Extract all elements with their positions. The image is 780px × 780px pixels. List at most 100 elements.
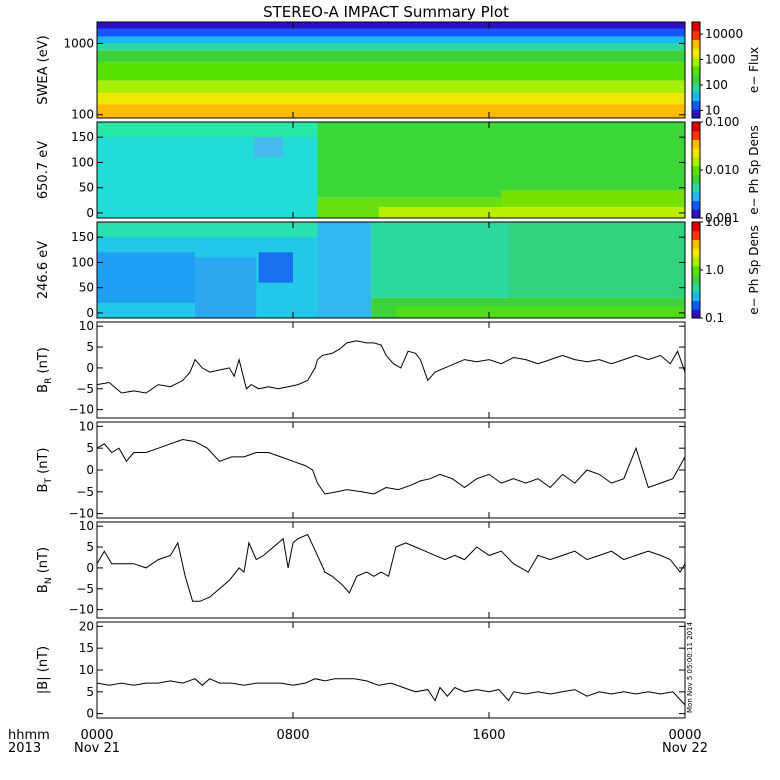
colorbar-tick-label: 10.0 <box>705 215 732 229</box>
colorbar-swatch <box>692 30 700 40</box>
heatmap-band-5 <box>97 50 685 62</box>
y-tick-label: 100 <box>71 108 94 122</box>
colorbar-swatch <box>692 65 700 75</box>
y-tick-label: 0 <box>86 361 94 375</box>
colorbar-swatch <box>692 174 700 184</box>
colorbar-label: e− Ph Sp Dens <box>747 225 761 314</box>
plot-frame <box>96 521 686 619</box>
heatmap-cell-5 <box>97 222 318 238</box>
colorbar-swatch <box>692 191 700 202</box>
plot-frame <box>96 321 686 419</box>
colorbar-tick-label: 1.0 <box>705 263 724 277</box>
colorbar-tick-label: 100 <box>705 78 728 92</box>
series-line <box>96 340 686 394</box>
colorbar-swatch <box>692 39 700 49</box>
y-tick-label: −10 <box>69 507 94 521</box>
figure-title: STEREO-A IMPACT Summary Plot <box>263 3 509 21</box>
colorbar-swatch <box>692 156 700 167</box>
colorbar-swatch <box>692 100 700 110</box>
y-tick-label: −5 <box>76 382 94 396</box>
heatmap-band-4 <box>97 43 685 51</box>
plot-frame <box>96 121 686 219</box>
y-axis-label: BR (nT) <box>36 347 54 393</box>
y-tick-label: −5 <box>76 582 94 596</box>
y-tick-label: 10 <box>79 663 94 677</box>
colorbar-tick-label: 0.010 <box>705 163 739 177</box>
colorbar-swatch <box>692 165 700 175</box>
y-tick-label: 5 <box>86 340 94 354</box>
heatmap-band-3 <box>97 36 685 44</box>
y-tick-label: 10 <box>79 419 94 433</box>
y-axis-label: 246.6 eV <box>36 241 51 299</box>
colorbar-swatch <box>692 291 700 302</box>
panel-2: 0.001 0.010 0.100 e− Ph Sp Dens 0 50 100 150 650… <box>36 115 761 225</box>
series-line <box>96 438 686 495</box>
y-tick-label: 5 <box>86 441 94 455</box>
y-axis-label: BN (nT) <box>36 547 54 593</box>
colorbar-frame <box>691 21 701 119</box>
panel-4: −10 −5 0 5 10 BR (nT) <box>36 319 686 419</box>
colorbar-tick-label: 0.100 <box>705 115 739 129</box>
colorbar-swatch <box>692 265 700 275</box>
series-line <box>96 533 686 602</box>
colorbar-swatch <box>692 74 700 84</box>
colorbar-2: 0.001 0.010 0.100 e− Ph Sp Dens <box>691 115 761 225</box>
heatmap-cell-3 <box>97 122 318 138</box>
panel-5: −10 −5 0 5 10 BT (nT) <box>36 419 686 521</box>
plot-frame <box>96 21 686 119</box>
y-axis-label: |B| (nT) <box>36 646 51 694</box>
x-caption-year: 2013 <box>8 741 41 756</box>
colorbar-swatch <box>692 148 700 158</box>
y-tick-label: 0 <box>86 463 94 477</box>
y-tick-label: 100 <box>71 155 94 169</box>
y-tick-label: 15 <box>79 641 94 655</box>
heatmap-band-7 <box>97 80 685 94</box>
colorbar-tick-label: 10 <box>705 103 720 117</box>
y-axis-label: 650.7 eV <box>36 141 51 199</box>
y-tick-label: 5 <box>86 685 94 699</box>
y-tick-label: 10 <box>79 519 94 533</box>
x-tick-label: 1600 <box>472 728 505 743</box>
colorbar-swatch <box>692 309 700 319</box>
panel-7: 0 5 10 15 20 |B| (nT) <box>36 619 686 721</box>
colorbar-tick-label: 10000 <box>705 27 743 41</box>
colorbar-tick-label: 1000 <box>705 53 736 67</box>
x-date-label: Nov 22 <box>662 741 708 756</box>
colorbar-swatch <box>692 248 700 258</box>
plot-frame <box>96 221 686 319</box>
colorbar-swatch <box>692 209 700 219</box>
colorbar-swatch <box>692 56 700 67</box>
heatmap-cell-6 <box>317 222 372 318</box>
colorbar-swatch <box>692 274 700 284</box>
y-tick-label: 1000 <box>63 36 94 50</box>
x-caption-hhmm: hhmm <box>8 728 50 743</box>
heatmap-cell-4 <box>317 122 685 198</box>
y-tick-label: 0 <box>86 206 94 220</box>
colorbar-swatch <box>692 109 700 119</box>
y-axis-label: SWEA (eV) <box>36 35 51 104</box>
y-tick-label: 10 <box>79 319 94 333</box>
colorbar-swatch <box>692 256 700 267</box>
plot-frame <box>96 621 686 719</box>
x-tick-label: 0800 <box>276 728 309 743</box>
heatmap-cell-4 <box>258 252 293 283</box>
y-tick-label: 150 <box>71 130 94 144</box>
y-tick-label: −10 <box>69 403 94 417</box>
colorbar-swatch <box>692 139 700 149</box>
heatmap-cell-10 <box>395 306 685 318</box>
x-tick-label: 0000 <box>80 728 113 743</box>
heatmap-cell-6 <box>378 206 685 218</box>
colorbar-1: 10 100 1000 10000 e− Flux <box>691 21 761 119</box>
colorbar-swatch <box>692 48 700 58</box>
colorbar-tick-label: 0.1 <box>705 311 724 325</box>
colorbar-swatch <box>692 200 700 210</box>
panel-1: 10 100 1000 10000 e− Flux 100 1000 SWEA (eV) <box>36 21 761 122</box>
panel-3: 0.1 1.0 10.0 e− Ph Sp Dens 0 50 100 150 246.6 eV <box>36 215 761 325</box>
colorbar-label: e− Flux <box>747 47 761 93</box>
y-tick-label: 50 <box>79 181 94 195</box>
heatmap-band-1 <box>97 22 685 29</box>
heatmap-cell-8 <box>508 222 685 298</box>
colorbar-swatch <box>692 230 700 240</box>
